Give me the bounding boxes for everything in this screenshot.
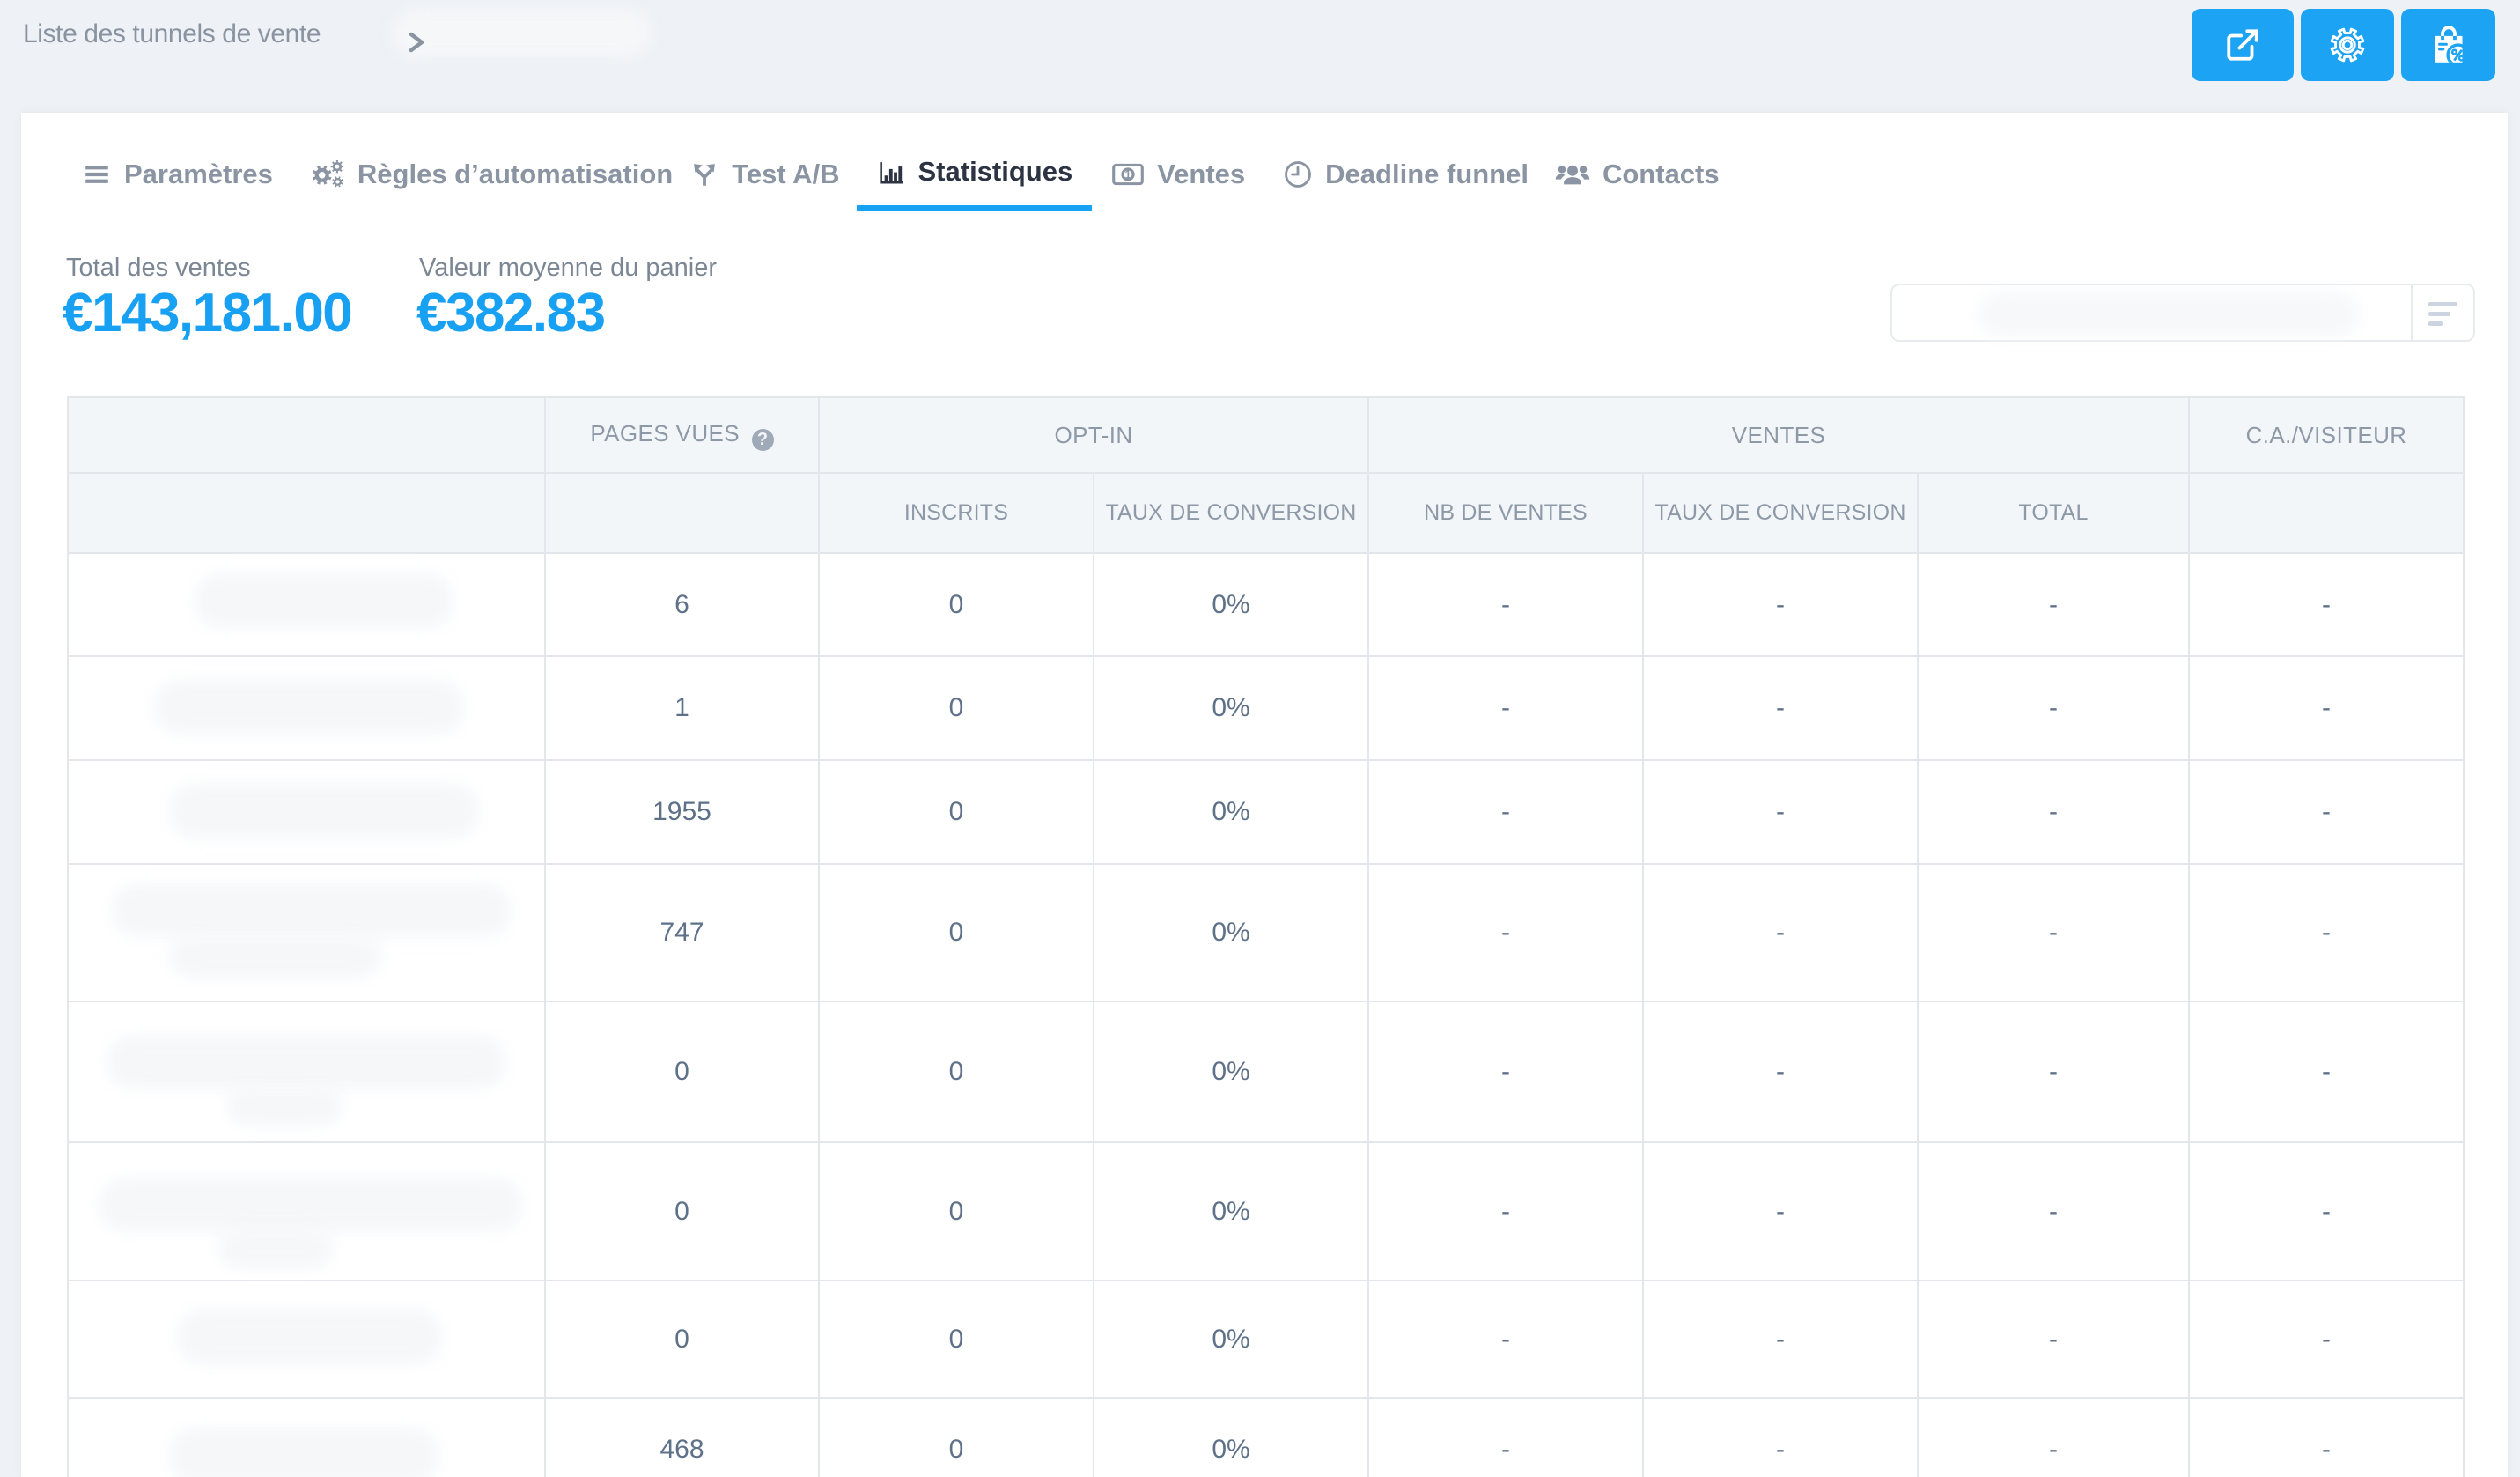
svg-text:1: 1	[1125, 168, 1131, 181]
